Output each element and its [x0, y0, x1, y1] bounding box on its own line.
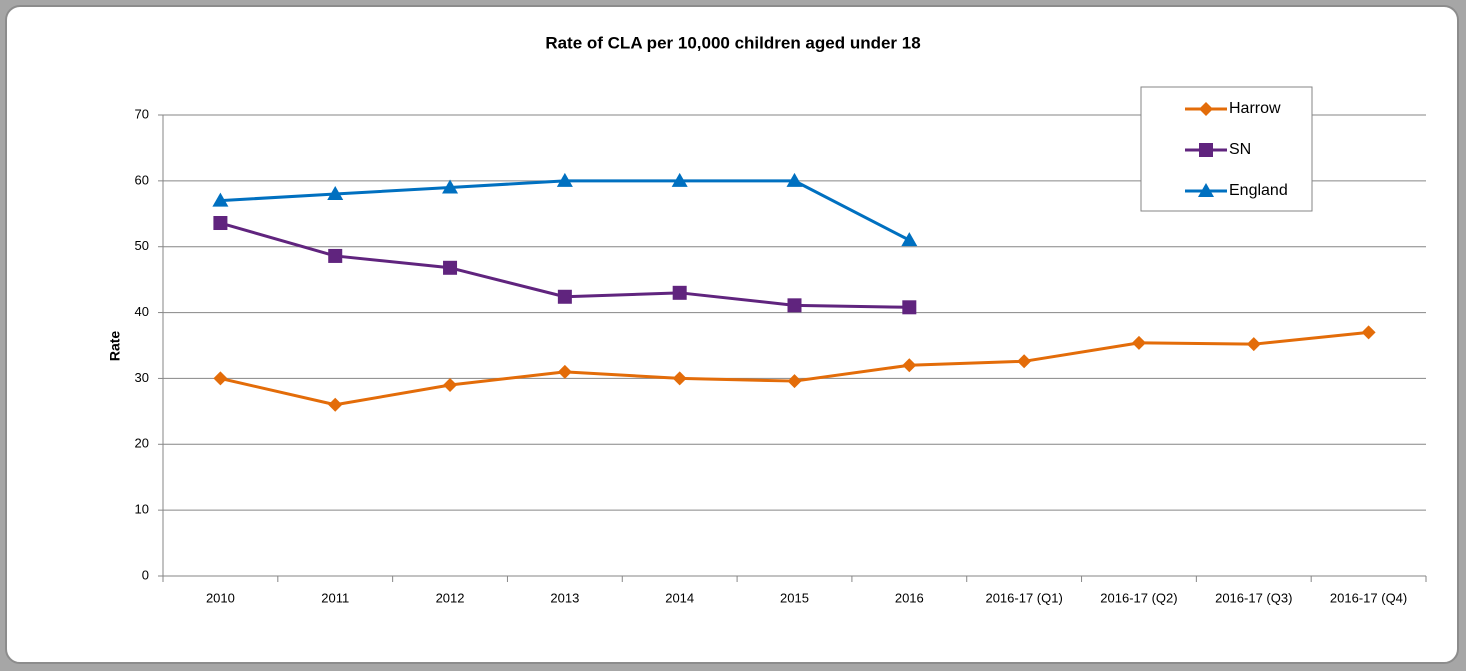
legend-label: SN — [1229, 141, 1251, 158]
legend-label: Harrow — [1229, 100, 1281, 117]
marker-diamond — [443, 378, 458, 393]
marker-square — [443, 260, 458, 275]
marker-triangle — [901, 232, 918, 247]
marker-square — [213, 216, 228, 231]
x-tick-label: 2016-17 (Q4) — [1330, 590, 1407, 605]
marker-diamond — [672, 371, 687, 386]
x-tick-label: 2015 — [780, 590, 809, 605]
marker-diamond — [1361, 325, 1376, 340]
y-tick-label: 10 — [135, 502, 149, 517]
marker-triangle — [556, 172, 573, 187]
marker-diamond — [787, 374, 802, 389]
marker-diamond — [902, 358, 917, 373]
marker-diamond — [1199, 102, 1213, 116]
marker-triangle — [327, 186, 344, 201]
y-tick-label: 60 — [135, 172, 149, 187]
marker-triangle — [442, 179, 459, 194]
y-tick-label: 70 — [135, 106, 149, 121]
marker-square — [557, 289, 572, 304]
y-tick-label: 20 — [135, 436, 149, 451]
marker-diamond — [557, 364, 572, 379]
x-tick-label: 2014 — [665, 590, 694, 605]
marker-square — [1199, 143, 1213, 157]
y-axis-label: Rate — [107, 331, 123, 362]
x-tick-label: 2016-17 (Q1) — [985, 590, 1062, 605]
legend-label: England — [1229, 182, 1288, 199]
marker-square — [672, 285, 687, 300]
marker-diamond — [213, 371, 228, 386]
y-tick-label: 50 — [135, 238, 149, 253]
marker-diamond — [328, 397, 343, 412]
y-tick-label: 40 — [135, 304, 149, 319]
y-tick-label: 30 — [135, 370, 149, 385]
marker-triangle — [786, 172, 803, 187]
marker-triangle — [1198, 183, 1214, 197]
marker-square — [902, 300, 917, 315]
marker-diamond — [1131, 335, 1146, 350]
marker-diamond — [1246, 337, 1261, 352]
marker-diamond — [1017, 354, 1032, 369]
chart-frame — [5, 5, 1459, 664]
x-tick-label: 2010 — [206, 590, 235, 605]
x-tick-label: 2013 — [550, 590, 579, 605]
x-tick-label: 2016-17 (Q2) — [1100, 590, 1177, 605]
x-tick-label: 2011 — [321, 590, 349, 605]
x-tick-label: 2016 — [895, 590, 924, 605]
chart-title: Rate of CLA per 10,000 children aged und… — [545, 33, 920, 52]
y-tick-label: 0 — [142, 567, 149, 582]
marker-square — [787, 298, 802, 313]
marker-square — [328, 248, 343, 263]
x-tick-label: 2012 — [436, 590, 465, 605]
marker-triangle — [212, 192, 229, 207]
x-tick-label: 2016-17 (Q3) — [1215, 590, 1292, 605]
marker-triangle — [671, 172, 688, 187]
